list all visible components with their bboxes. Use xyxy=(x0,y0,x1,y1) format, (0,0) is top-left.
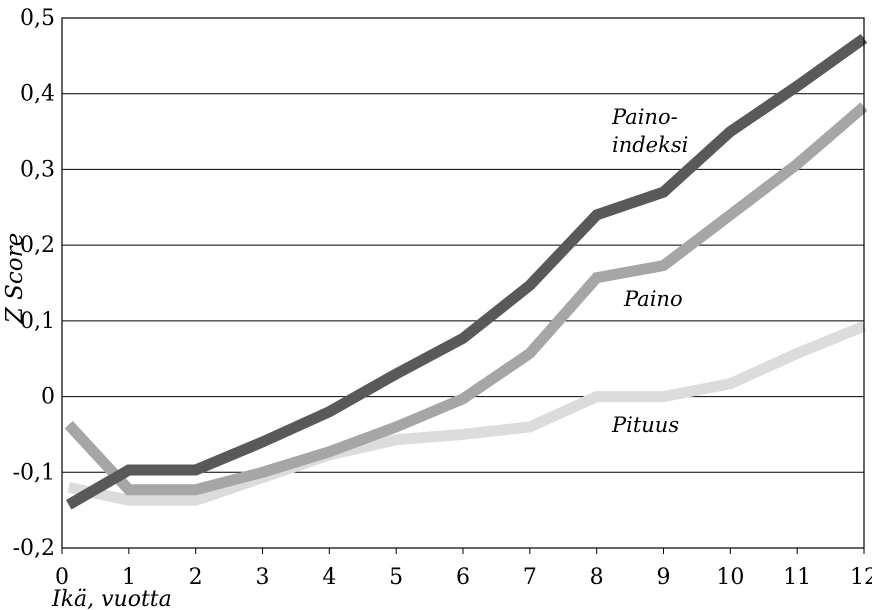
x-tick-label: 4 xyxy=(322,565,336,590)
y-tick-label: 0 xyxy=(41,385,55,410)
x-axis-title: Ikä, vuotta xyxy=(51,587,172,610)
series-label: Paino-indeksi xyxy=(611,105,688,157)
x-tick-label: 2 xyxy=(189,565,203,590)
y-tick-label: 0,5 xyxy=(20,6,55,31)
y-axis-title: Z Score xyxy=(2,233,28,324)
x-tick-label: 10 xyxy=(716,565,744,590)
x-tick-label: 6 xyxy=(456,565,470,590)
x-tick-label: 7 xyxy=(523,565,537,590)
y-tick-label: -0,1 xyxy=(13,460,55,485)
x-axis-ticks: 0 1 2 3 4 5 6 7 8 9 10 11 12 xyxy=(55,548,872,590)
x-tick-label: 3 xyxy=(256,565,270,590)
series-lines xyxy=(69,38,864,504)
y-tick-label: -0,2 xyxy=(13,536,55,561)
x-tick-label: 11 xyxy=(783,565,811,590)
x-tick-label: 9 xyxy=(657,565,671,590)
y-tick-label: 0,3 xyxy=(20,157,55,182)
x-tick-label: 12 xyxy=(850,565,872,590)
x-tick-label: 8 xyxy=(590,565,604,590)
series-label: Paino xyxy=(623,287,683,311)
series-label: Pituus xyxy=(611,413,679,437)
y-tick-label: 0,4 xyxy=(20,82,55,107)
x-tick-label: 5 xyxy=(389,565,403,590)
